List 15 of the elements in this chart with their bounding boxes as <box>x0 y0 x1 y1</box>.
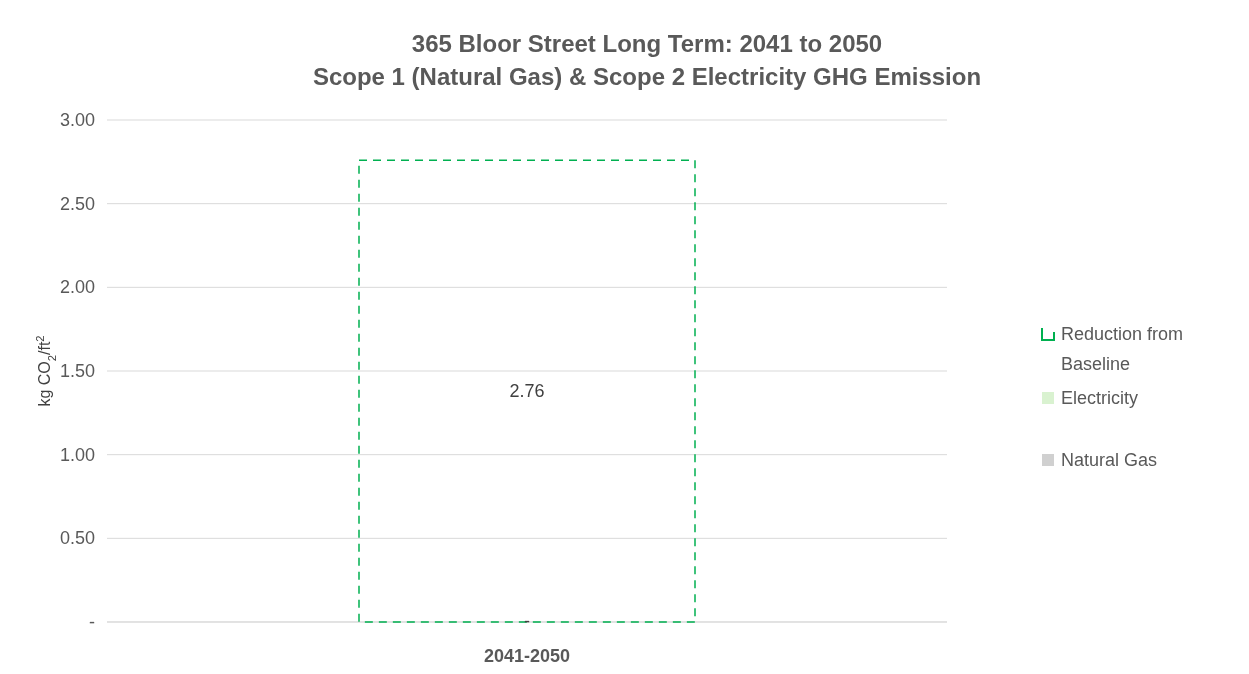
x-tick-label: 2041-2050 <box>483 646 571 666</box>
y-tick-label: 3.00 <box>59 110 95 130</box>
legend-label: Electricity <box>1061 388 1139 408</box>
legend-label: Natural Gas <box>1061 450 1158 470</box>
annotation: - <box>524 611 530 631</box>
y-tick-label: 1.00 <box>59 444 95 465</box>
chart-subtitle: Scope 1 (Natural Gas) & Scope 2 Electricity GHG Emission <box>312 63 982 90</box>
y-tick-label: 2.00 <box>59 277 95 298</box>
legend-label: Reduction from Baseline <box>1061 324 1184 374</box>
data-label: 2.76 <box>509 381 545 402</box>
y-tick-label: 2.50 <box>59 193 95 214</box>
y-tick-label: - <box>89 612 95 632</box>
chart-title: 365 Bloor Street Long Term: 2041 to 2050 <box>411 30 883 57</box>
y-tick-label: 0.50 <box>59 528 95 549</box>
y-tick-label: 1.50 <box>59 361 95 381</box>
